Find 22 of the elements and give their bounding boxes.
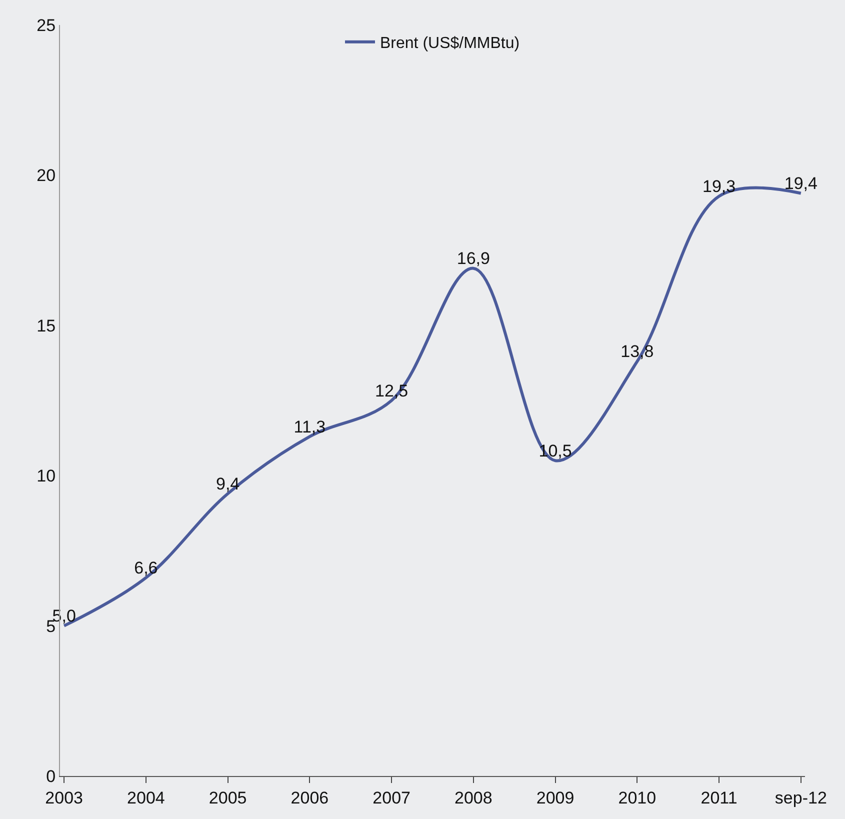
- x-tick-label: 2007: [372, 788, 410, 808]
- data-label: 19,3: [702, 176, 736, 196]
- x-tick-label: 2010: [618, 788, 656, 808]
- x-tick-label: 2004: [127, 788, 165, 808]
- legend-label: Brent (US$/MMBtu): [380, 35, 520, 52]
- data-label: 11,3: [294, 417, 326, 436]
- data-label: 6,6: [134, 558, 158, 578]
- y-tick-label: 0: [46, 766, 56, 786]
- y-tick-label: 25: [36, 16, 56, 35]
- y-tick-label: 10: [36, 466, 56, 486]
- x-tick-label: 2008: [454, 788, 492, 808]
- x-tick-label: 2011: [700, 788, 738, 808]
- y-tick-label: 20: [36, 166, 56, 186]
- x-tick-label: 2009: [536, 788, 574, 808]
- data-label: 19,4: [784, 174, 818, 193]
- x-tick-label: 2005: [208, 788, 247, 808]
- x-tick-label: sep-12: [774, 788, 827, 808]
- y-tick-label: 15: [36, 316, 56, 336]
- data-label: 16,9: [456, 249, 490, 268]
- x-tick-label: 2003: [45, 788, 84, 808]
- data-label: 9,4: [216, 474, 240, 494]
- x-tick-label: 2006: [290, 788, 329, 808]
